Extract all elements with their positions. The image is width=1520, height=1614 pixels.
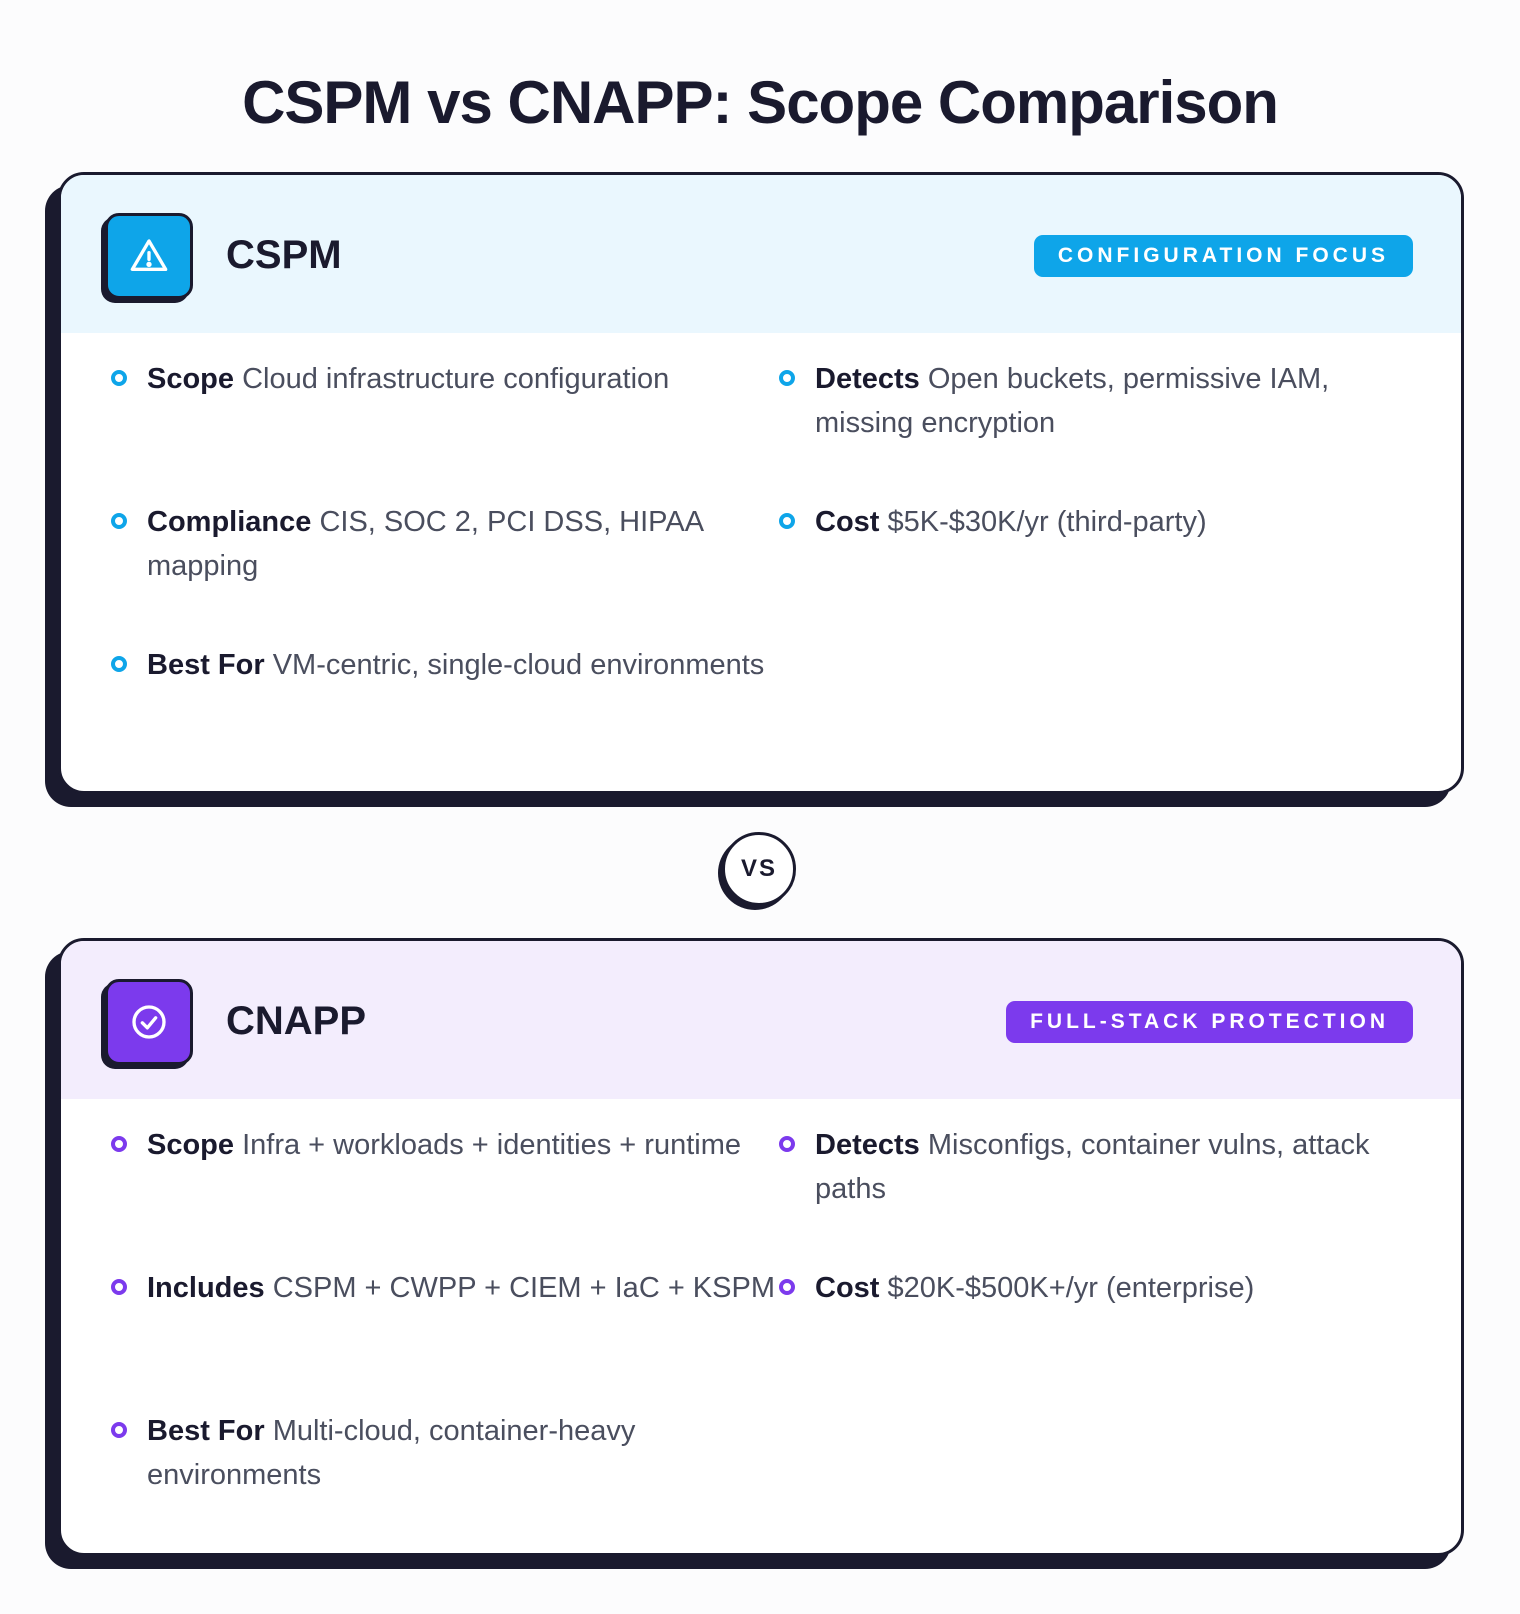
cnapp-card-header: CNAPP FULL-STACK PROTECTION bbox=[61, 941, 1461, 1099]
list-item: Detects Misconfigs, container vulns, att… bbox=[779, 1123, 1399, 1266]
list-item: Cost $5K-$30K/yr (third-party) bbox=[779, 500, 1399, 643]
card-title: CSPM bbox=[226, 233, 342, 277]
list-item: Compliance CIS, SOC 2, PCI DSS, HIPAA ma… bbox=[111, 500, 779, 643]
list-item: Includes CSPM + CWPP + CIEM + IaC + KSPM bbox=[111, 1266, 779, 1409]
bullet-icon bbox=[111, 370, 127, 386]
bullet-icon bbox=[779, 1279, 795, 1295]
list-item: Scope Infra + workloads + identities + r… bbox=[111, 1123, 779, 1266]
check-circle-icon bbox=[105, 979, 193, 1065]
list-item: Cost $20K-$500K+/yr (enterprise) bbox=[779, 1266, 1399, 1409]
bullet-icon bbox=[779, 1136, 795, 1152]
card-badge: CONFIGURATION FOCUS bbox=[1033, 235, 1413, 277]
card-badge: FULL-STACK PROTECTION bbox=[1006, 1001, 1413, 1043]
cspm-card-header: CSPM CONFIGURATION FOCUS bbox=[61, 175, 1461, 333]
bullet-icon bbox=[111, 1136, 127, 1152]
bullet-icon bbox=[111, 513, 127, 529]
warning-triangle-icon bbox=[105, 213, 193, 299]
cnapp-card: CNAPP FULL-STACK PROTECTION Scope Infra … bbox=[58, 938, 1464, 1556]
vs-badge: VS bbox=[722, 832, 796, 906]
list-item: Best For Multi-cloud, container-heavy en… bbox=[111, 1409, 779, 1552]
bullet-icon bbox=[111, 1422, 127, 1438]
list-item: Detects Open buckets, permissive IAM, mi… bbox=[779, 357, 1399, 500]
list-item: Best For VM-centric, single-cloud enviro… bbox=[111, 643, 779, 786]
card-title: CNAPP bbox=[226, 999, 367, 1043]
bullet-icon bbox=[111, 656, 127, 672]
list-item: Scope Cloud infrastructure configuration bbox=[111, 357, 779, 500]
bullet-icon bbox=[779, 370, 795, 386]
page-title: CSPM vs CNAPP: Scope Comparison bbox=[242, 69, 1279, 136]
bullet-icon bbox=[111, 1279, 127, 1295]
bullet-icon bbox=[779, 513, 795, 529]
cspm-card: CSPM CONFIGURATION FOCUS Scope Cloud inf… bbox=[58, 172, 1464, 794]
